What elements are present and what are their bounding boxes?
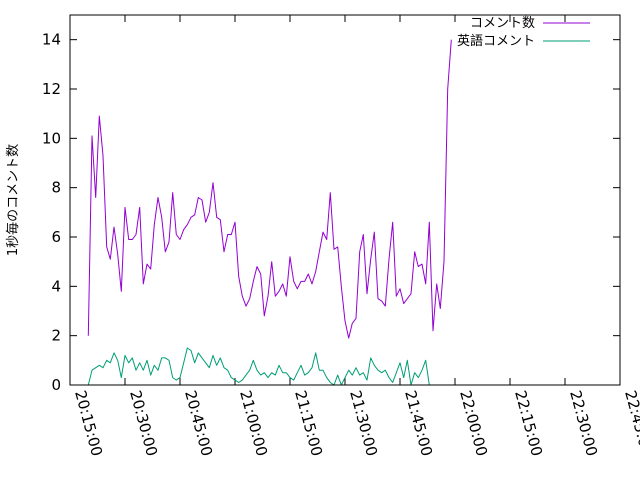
series-line-2 — [87, 347, 430, 386]
y-tick-label: 0 — [51, 376, 61, 394]
series-line-1 — [87, 39, 452, 339]
y-axis-label: 1秒毎のコメント数 — [5, 144, 21, 256]
y-tick-label: 8 — [51, 179, 61, 197]
legend-label: 英語コメント — [457, 33, 535, 49]
legend-label: コメント数 — [470, 16, 535, 31]
y-tick-label: 10 — [42, 129, 61, 147]
y-tick-label: 6 — [51, 228, 61, 246]
plot-frame — [69, 14, 621, 386]
series-layer — [87, 39, 452, 386]
y-tick-label: 14 — [42, 31, 61, 49]
y-tick-label: 12 — [42, 80, 61, 98]
y-tick-label: 2 — [51, 327, 61, 345]
y-tick-label: 4 — [51, 277, 61, 295]
